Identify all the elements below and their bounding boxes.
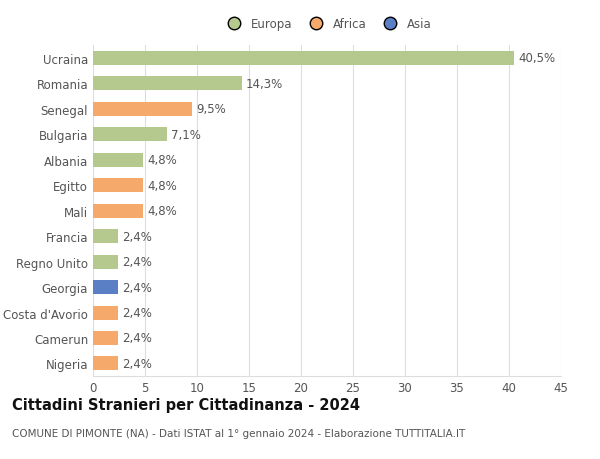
Text: 9,5%: 9,5%: [196, 103, 226, 116]
Bar: [93, 280, 118, 294]
Text: 2,4%: 2,4%: [122, 332, 152, 345]
Text: 2,4%: 2,4%: [122, 230, 152, 243]
Text: 4,8%: 4,8%: [147, 154, 177, 167]
Bar: [93, 153, 143, 167]
Bar: [93, 179, 143, 193]
Bar: [93, 102, 192, 117]
Legend: Europa, Africa, Asia: Europa, Africa, Asia: [220, 16, 434, 34]
Text: Cittadini Stranieri per Cittadinanza - 2024: Cittadini Stranieri per Cittadinanza - 2…: [12, 397, 360, 412]
Text: 14,3%: 14,3%: [246, 78, 283, 90]
Bar: [93, 331, 118, 345]
Text: 7,1%: 7,1%: [171, 129, 201, 141]
Bar: [93, 230, 118, 244]
Text: COMUNE DI PIMONTE (NA) - Dati ISTAT al 1° gennaio 2024 - Elaborazione TUTTITALIA: COMUNE DI PIMONTE (NA) - Dati ISTAT al 1…: [12, 428, 465, 438]
Bar: [93, 255, 118, 269]
Bar: [93, 357, 118, 371]
Text: 2,4%: 2,4%: [122, 256, 152, 269]
Text: 40,5%: 40,5%: [518, 52, 556, 65]
Bar: [93, 51, 514, 66]
Bar: [93, 77, 242, 91]
Bar: [93, 204, 143, 218]
Text: 2,4%: 2,4%: [122, 357, 152, 370]
Text: 4,8%: 4,8%: [147, 179, 177, 192]
Text: 2,4%: 2,4%: [122, 306, 152, 319]
Bar: [93, 128, 167, 142]
Text: 2,4%: 2,4%: [122, 281, 152, 294]
Bar: [93, 306, 118, 320]
Text: 4,8%: 4,8%: [147, 205, 177, 218]
